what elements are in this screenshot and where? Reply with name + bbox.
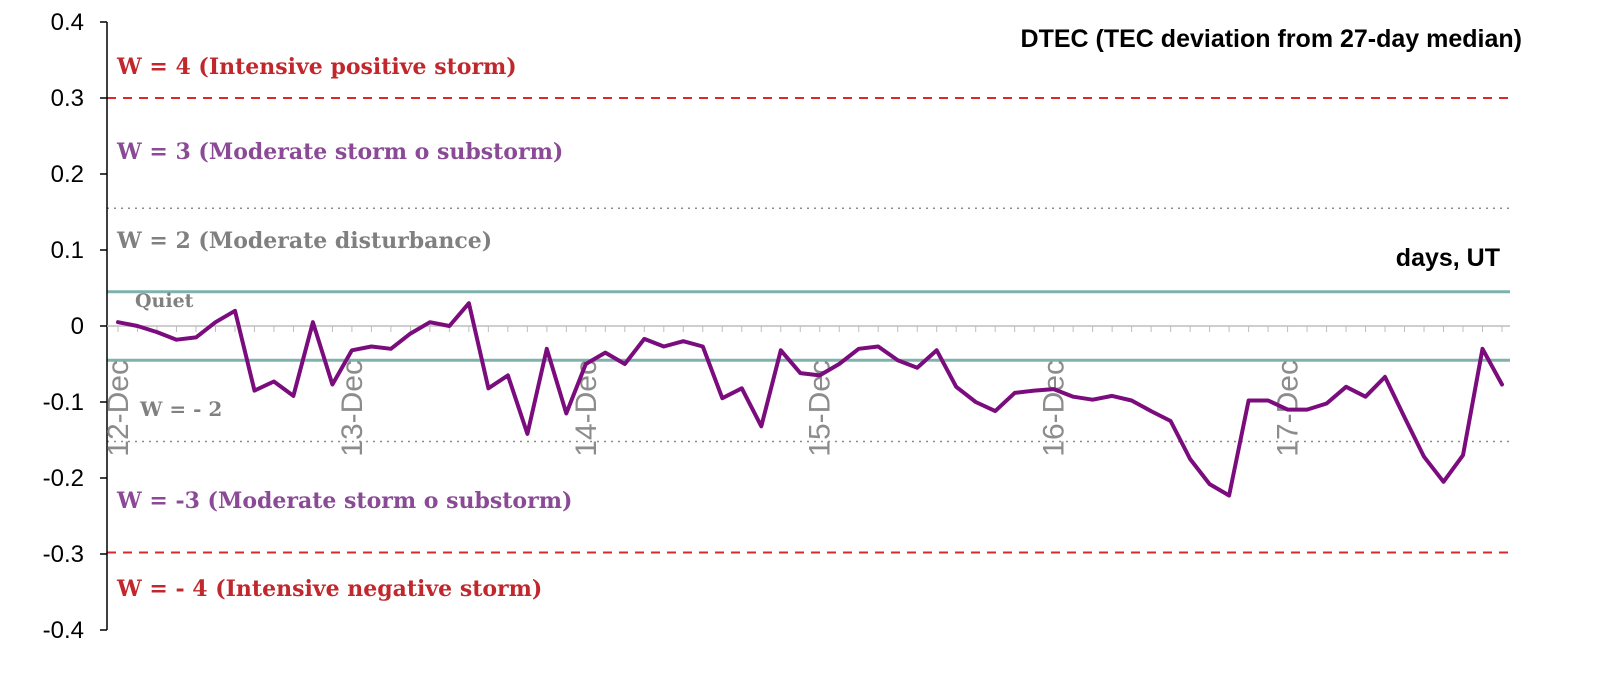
threshold-label: W = - 2 [139,397,222,421]
threshold-label: W = -3 (Moderate storm o substorm) [116,488,572,514]
x-tick-label: 16-Dec [1038,360,1071,457]
threshold-label: W = 3 (Moderate storm o substorm) [116,139,563,165]
y-tick-label: 0.3 [51,85,84,112]
y-tick-label: 0 [71,313,84,340]
x-tick-label: 13-Dec [336,360,369,457]
threshold-label: W = - 4 (Intensive negative storm) [116,576,542,602]
chart-title: DTEC (TEC deviation from 27-day median) [1021,25,1522,53]
y-tick-label: 0.2 [51,161,84,188]
threshold-lines [107,97,1510,554]
threshold-label: W = 4 (Intensive positive storm) [116,54,517,80]
y-tick-label: -0.2 [43,465,84,492]
threshold-annotations: W = 4 (Intensive positive storm) W = 3 (M… [116,54,572,602]
y-tick-labels: 0.4 0.3 0.2 0.1 0 -0.1 -0.2 -0.3 -0.4 [43,9,1503,644]
y-tick-label: -0.4 [43,617,84,644]
y-tick-label: -0.1 [43,389,84,416]
threshold-label: W = 2 (Moderate disturbance) [116,228,492,254]
y-tick-label: 0.1 [51,237,84,264]
dtec-series-line [116,301,1504,498]
axes [106,22,1510,630]
threshold-label: Quiet [135,290,194,312]
x-tick-label: 12-Dec [102,360,135,457]
x-axis-label: days, UT [1396,244,1500,272]
series-lines [116,301,1504,498]
y-tick-label: -0.3 [43,541,84,568]
y-tick-label: 0.4 [51,9,84,36]
x-tick-label: 14-Dec [570,360,603,457]
